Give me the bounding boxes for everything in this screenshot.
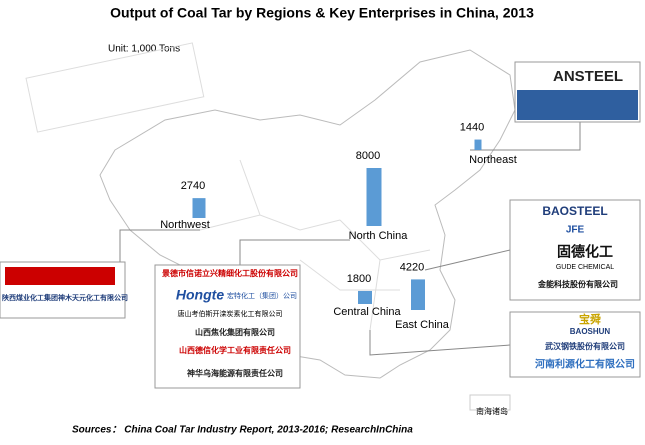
logo-text: 宏特化工（集团）公司: [227, 291, 297, 300]
logo-text: GUDE CHEMICAL: [556, 264, 614, 271]
logo-text: 河南利源化工有限公司: [535, 358, 635, 371]
bar: [192, 198, 206, 218]
logo-text: ANSTEEL: [553, 68, 623, 85]
value-label: 2740: [181, 180, 205, 192]
unit-label: Unit: 1,000 Tons: [108, 44, 180, 55]
logo-text: JFE: [566, 225, 585, 236]
logo-text: BAOSHUN: [570, 327, 611, 336]
bar: [411, 279, 425, 310]
logo-band: [517, 90, 638, 120]
region-label: Northwest: [160, 219, 210, 231]
logo-text: 武汉钢铁股份有限公司: [545, 341, 625, 351]
region-label: North China: [349, 230, 409, 242]
source: Sources： China Coal Tar Industry Report,…: [72, 425, 413, 436]
logo-text: 宝舜: [579, 312, 601, 326]
logo-text: 陕西煤业化工集团神木天元化工有限公司: [2, 293, 128, 302]
connectors: [119, 122, 581, 356]
chart-title: Output of Coal Tar by Regions & Key Ente…: [110, 5, 534, 21]
value-label: 1800: [347, 273, 371, 285]
logo-text: 景德市信诺立兴精细化工股份有限公司: [162, 268, 298, 278]
logo-text: 固德化工: [557, 244, 613, 260]
logo-band: [5, 267, 115, 285]
logo-text: 神华乌海能源有限责任公司: [187, 368, 283, 378]
province-lines: [199, 159, 431, 331]
bar: [474, 139, 482, 150]
logo-box: [154, 264, 301, 389]
logo-text: 金能科技股份有限公司: [537, 279, 618, 289]
logo-box: [509, 199, 641, 301]
bar: [358, 290, 372, 304]
island-frame: [469, 394, 511, 411]
bar: [366, 168, 382, 226]
logo-text: 唐山考伯斯开滦炭素化工有限公司: [178, 309, 283, 318]
logo-box: [509, 311, 641, 378]
logo-text: Hongte: [176, 287, 224, 303]
legend-frame: [25, 42, 205, 133]
region-label: Northeast: [469, 154, 517, 166]
logo-text: 山西焦化集团有限公司: [195, 327, 275, 337]
value-label: 1440: [460, 121, 484, 133]
region-label: East China: [395, 319, 450, 331]
logo-text: 山西德信化学工业有限责任公司: [179, 345, 291, 355]
logo-text: BAOSTEEL: [542, 204, 607, 218]
value-label: 8000: [356, 150, 380, 162]
value-label: 4220: [400, 261, 424, 273]
map-note: 南海诸岛: [476, 406, 508, 416]
region-label: Central China: [333, 306, 401, 318]
